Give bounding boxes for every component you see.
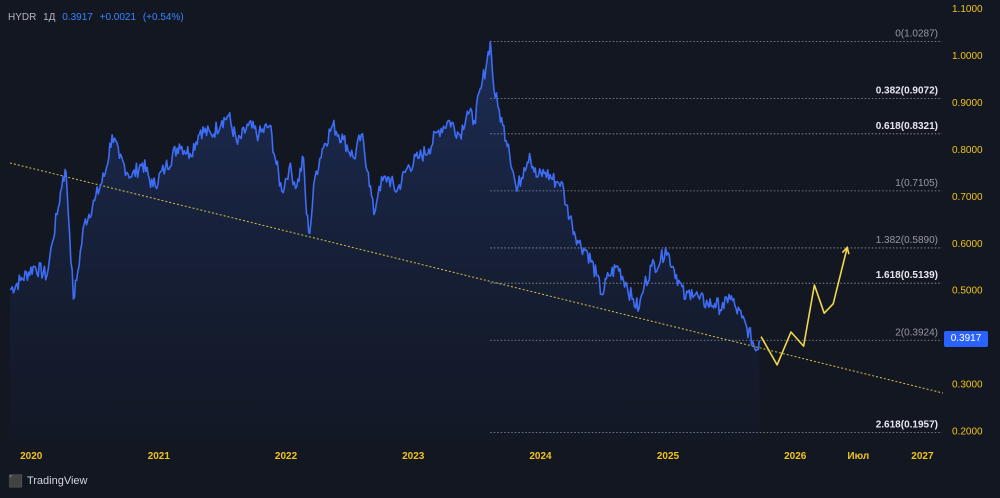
fib-level-label: 0.382(0.9072) bbox=[876, 86, 938, 97]
y-tick-label: 0.8000 bbox=[952, 145, 983, 156]
x-tick-label: 2027 bbox=[911, 451, 934, 462]
y-tick-label: 0.6000 bbox=[952, 239, 983, 250]
fib-level-label: 2(0.3924) bbox=[895, 327, 938, 338]
price-area-fill bbox=[10, 41, 760, 440]
fib-level-label: 1.382(0.5890) bbox=[876, 235, 938, 246]
tradingview-brand[interactable]: ⬛ TradingView bbox=[8, 474, 88, 488]
fib-level-label: 0.618(0.8321) bbox=[876, 121, 938, 132]
interval-label[interactable]: 1Д bbox=[43, 12, 56, 23]
fib-level-label: 2.618(0.1957) bbox=[876, 420, 938, 431]
projection-arrow-head bbox=[841, 245, 850, 255]
fib-level-label: 1.618(0.5139) bbox=[876, 270, 938, 281]
y-tick-label: 1.1000 bbox=[952, 4, 983, 15]
price-line bbox=[9, 40, 761, 352]
x-tick-label: 2025 bbox=[657, 451, 680, 462]
y-tick-label: 1.0000 bbox=[952, 51, 983, 62]
price-change: +0.0021 bbox=[99, 12, 137, 23]
current-price-tag: 0.3917 bbox=[944, 331, 988, 347]
trendline bbox=[9, 162, 944, 394]
x-tick-label: 2021 bbox=[148, 451, 171, 462]
symbol-name[interactable]: HYDR bbox=[8, 12, 37, 23]
y-tick-label: 0.2000 bbox=[952, 427, 983, 438]
fib-level-label: 1(0.7105) bbox=[895, 178, 938, 189]
last-price: 0.3917 bbox=[62, 12, 93, 23]
fib-level-label: 0(1.0287) bbox=[895, 28, 938, 39]
x-tick-label: 2024 bbox=[529, 451, 552, 462]
x-tick-label: Июл bbox=[847, 451, 869, 462]
y-tick-label: 0.3000 bbox=[952, 380, 983, 391]
y-tick-label: 0.9000 bbox=[952, 98, 983, 109]
symbol-header: HYDR 1Д 0.3917 +0.0021 (+0.54%) bbox=[8, 12, 188, 23]
projection-path bbox=[760, 247, 848, 366]
x-tick-label: 2026 bbox=[784, 451, 807, 462]
price-change-pct: (+0.54%) bbox=[142, 12, 184, 23]
x-tick-label: 2023 bbox=[402, 451, 425, 462]
x-tick-label: 2020 bbox=[20, 451, 43, 462]
x-tick-label: 2022 bbox=[275, 451, 298, 462]
y-tick-label: 0.5000 bbox=[952, 286, 983, 297]
brand-label: TradingView bbox=[26, 475, 88, 487]
tradingview-logo-icon: ⬛ bbox=[8, 474, 23, 488]
y-tick-label: 0.7000 bbox=[952, 192, 983, 203]
